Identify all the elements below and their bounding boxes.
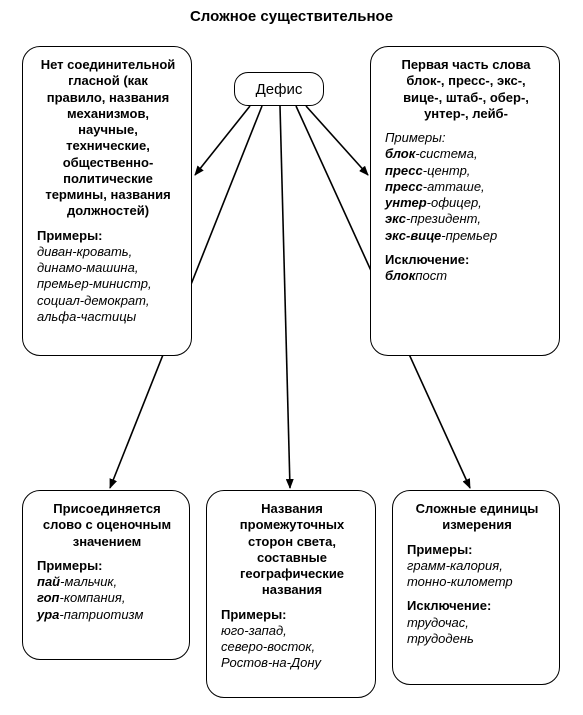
example-line: ура-патриотизм bbox=[37, 607, 177, 623]
examples-label: Примеры: bbox=[37, 558, 177, 574]
examples-label: Примеры: bbox=[407, 542, 547, 558]
node-heading: Нет соединительной гласной (как правило,… bbox=[37, 57, 179, 220]
example-prefix: экс bbox=[385, 211, 406, 226]
example-line: Ростов-на-Дону bbox=[221, 655, 363, 671]
example-line: блок-система, bbox=[385, 146, 547, 162]
page-title: Сложное существительное bbox=[0, 8, 583, 25]
examples-block: блок-система,пресс-центр,пресс-атташе,ун… bbox=[385, 146, 547, 244]
node-n4: Названия промежуточных сторон света, сос… bbox=[206, 490, 376, 698]
example-suffix: -центр, bbox=[423, 163, 471, 178]
examples-label: Примеры: bbox=[221, 607, 363, 623]
example-line: альфа-частицы bbox=[37, 309, 179, 325]
example-line: трудодень bbox=[407, 631, 547, 647]
edge bbox=[306, 106, 368, 175]
node-heading: Присоединяется слово с оценочным значени… bbox=[37, 501, 177, 550]
node-heading: Названия промежуточных сторон света, сос… bbox=[221, 501, 363, 599]
example-line: премьер-министр, bbox=[37, 276, 179, 292]
example-prefix: пресс bbox=[385, 179, 423, 194]
edge bbox=[195, 106, 250, 175]
example-line: блокпост bbox=[385, 268, 547, 284]
example-prefix: пресс bbox=[385, 163, 423, 178]
example-line: северо-восток, bbox=[221, 639, 363, 655]
example-line: диван-кровать, bbox=[37, 244, 179, 260]
example-line: гоп-компания, bbox=[37, 590, 177, 606]
example-suffix: -система, bbox=[415, 146, 477, 161]
example-suffix: -премьер bbox=[441, 228, 497, 243]
examples-block: диван-кровать,динамо-машина,премьер-мини… bbox=[37, 244, 179, 325]
examples-block: юго-запад,северо-восток,Ростов-на-Дону bbox=[221, 623, 363, 672]
example-suffix: -компания, bbox=[60, 590, 126, 605]
example-line: экс-вице-премьер bbox=[385, 228, 547, 244]
exclusion-label: Исключение: bbox=[385, 252, 547, 268]
node-n3: Присоединяется слово с оценочным значени… bbox=[22, 490, 190, 660]
example-line: пай-мальчик, bbox=[37, 574, 177, 590]
examples-block: грамм-калория,тонно-километр bbox=[407, 558, 547, 591]
example-prefix: гоп bbox=[37, 590, 60, 605]
example-prefix: экс-вице bbox=[385, 228, 441, 243]
central-label: Дефис bbox=[256, 81, 303, 98]
example-prefix: блок bbox=[385, 268, 415, 283]
examples-label: Примеры: bbox=[385, 130, 547, 146]
node-n2: Первая часть слова блок-, пресс-, экс-, … bbox=[370, 46, 560, 356]
central-node: Дефис bbox=[234, 72, 324, 106]
exclusion-block: блокпост bbox=[385, 268, 547, 284]
edge bbox=[280, 106, 290, 488]
example-suffix: -мальчик, bbox=[60, 574, 117, 589]
node-heading: Первая часть слова блок-, пресс-, экс-, … bbox=[385, 57, 547, 122]
example-line: социал-демократ, bbox=[37, 293, 179, 309]
exclusion-block: трудочас,трудодень bbox=[407, 615, 547, 648]
example-line: унтер-офицер, bbox=[385, 195, 547, 211]
node-n5: Сложные единицы измерения Примеры:грамм-к… bbox=[392, 490, 560, 685]
example-line: пресс-центр, bbox=[385, 163, 547, 179]
example-line: тонно-километр bbox=[407, 574, 547, 590]
example-line: трудочас, bbox=[407, 615, 547, 631]
example-prefix: унтер bbox=[385, 195, 427, 210]
example-suffix: -атташе, bbox=[423, 179, 485, 194]
example-prefix: пай bbox=[37, 574, 60, 589]
examples-block: пай-мальчик,гоп-компания,ура-патриотизм bbox=[37, 574, 177, 623]
examples-label: Примеры: bbox=[37, 228, 179, 244]
example-suffix: пост bbox=[415, 268, 447, 283]
exclusion-label: Исключение: bbox=[407, 598, 547, 614]
node-n1: Нет соединительной гласной (как правило,… bbox=[22, 46, 192, 356]
example-line: юго-запад, bbox=[221, 623, 363, 639]
example-suffix: -президент, bbox=[406, 211, 481, 226]
example-prefix: блок bbox=[385, 146, 415, 161]
example-suffix: -патриотизм bbox=[59, 607, 143, 622]
example-line: экс-президент, bbox=[385, 211, 547, 227]
example-prefix: ура bbox=[37, 607, 59, 622]
example-line: пресс-атташе, bbox=[385, 179, 547, 195]
node-heading: Сложные единицы измерения bbox=[407, 501, 547, 534]
example-suffix: -офицер, bbox=[427, 195, 482, 210]
example-line: грамм-калория, bbox=[407, 558, 547, 574]
example-line: динамо-машина, bbox=[37, 260, 179, 276]
